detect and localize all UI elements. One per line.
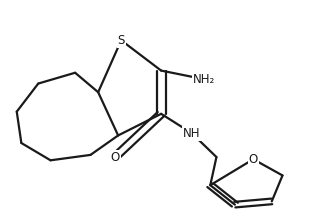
Text: NH: NH [183,127,201,140]
Text: O: O [110,151,120,164]
Text: S: S [117,34,125,47]
Text: O: O [249,153,258,166]
Text: NH₂: NH₂ [193,73,215,86]
